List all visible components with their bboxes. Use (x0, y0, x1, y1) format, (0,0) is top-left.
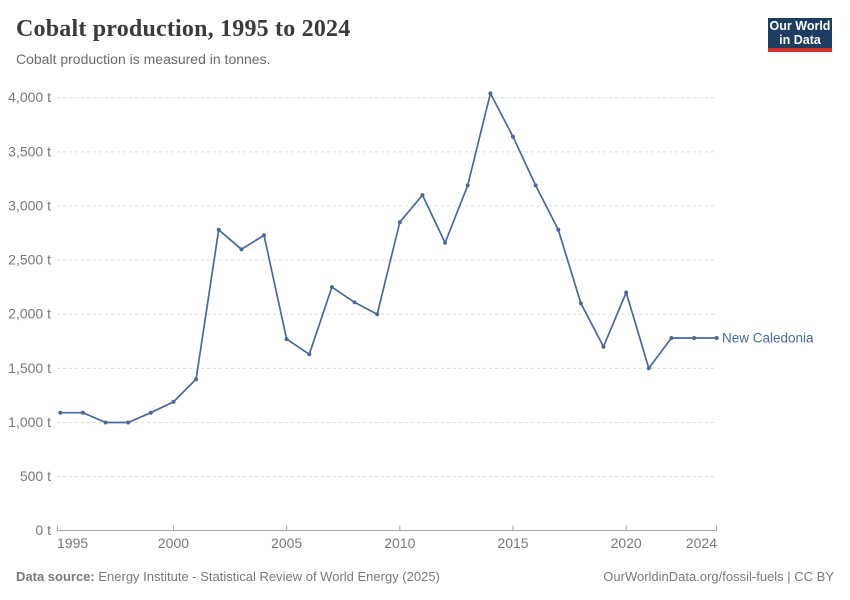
data-point (239, 247, 244, 252)
y-tick-label: 1,000 t (8, 414, 51, 430)
data-point (488, 91, 493, 96)
x-tick-label: 2020 (611, 535, 642, 551)
x-tick-label: 2010 (384, 535, 415, 551)
y-tick-label: 500 t (20, 468, 51, 484)
owid-logo: Our World in Data (768, 18, 832, 52)
x-tick-label: 1995 (57, 535, 88, 551)
data-point (307, 352, 312, 357)
data-point (216, 227, 221, 232)
data-point (329, 285, 334, 290)
y-tick-label: 0 t (35, 522, 51, 538)
plot-area[interactable] (57, 86, 717, 531)
data-point (397, 220, 402, 225)
data-point (420, 193, 425, 198)
data-point (126, 420, 131, 425)
data-point (465, 183, 470, 188)
data-point (624, 290, 629, 295)
data-point (284, 337, 289, 342)
data-point (669, 336, 674, 340)
footer-link[interactable]: OurWorldinData.org/fossil-fuels | CC BY (603, 569, 834, 584)
data-point (262, 233, 266, 238)
data-point (80, 410, 85, 415)
chart-subtitle: Cobalt production is measured in tonnes. (16, 51, 271, 67)
data-source-label: Data source: (16, 569, 95, 584)
y-tick-label: 3,500 t (8, 143, 51, 159)
data-point (194, 377, 199, 382)
y-tick-label: 3,000 t (8, 197, 51, 213)
legend-label[interactable]: New Caledonia (722, 331, 814, 346)
data-source-text: Energy Institute - Statistical Review of… (94, 569, 440, 584)
data-point (646, 366, 651, 371)
x-tick-label: 2015 (497, 535, 528, 551)
x-tick-label: 2024 (686, 535, 717, 551)
data-point (692, 336, 697, 340)
owid-logo-line1: Our World (769, 19, 831, 33)
x-tick-label: 2000 (158, 535, 189, 551)
data-point (533, 183, 538, 188)
data-point (171, 399, 176, 404)
owid-logo-line2: in Data (779, 33, 821, 47)
y-tick-label: 1,500 t (8, 360, 51, 376)
data-point (103, 420, 108, 425)
data-point (714, 336, 719, 340)
y-tick-label: 2,500 t (8, 252, 51, 268)
data-point (58, 410, 63, 415)
data-point (601, 344, 606, 349)
y-tick-label: 2,000 t (8, 306, 51, 322)
data-point (511, 134, 515, 139)
page-title: Cobalt production, 1995 to 2024 (16, 16, 351, 42)
series-line (59, 92, 718, 424)
data-point (443, 240, 448, 245)
data-point (148, 410, 153, 415)
x-tick-label: 2005 (271, 535, 302, 551)
chart-footer: Data source: Energy Institute - Statisti… (16, 569, 834, 585)
y-tick-label: 4,000 t (8, 89, 51, 105)
data-point (578, 301, 583, 306)
data-source: Data source: Energy Institute - Statisti… (16, 569, 440, 585)
data-point (375, 312, 380, 317)
data-point (556, 227, 561, 232)
data-point (352, 300, 357, 305)
